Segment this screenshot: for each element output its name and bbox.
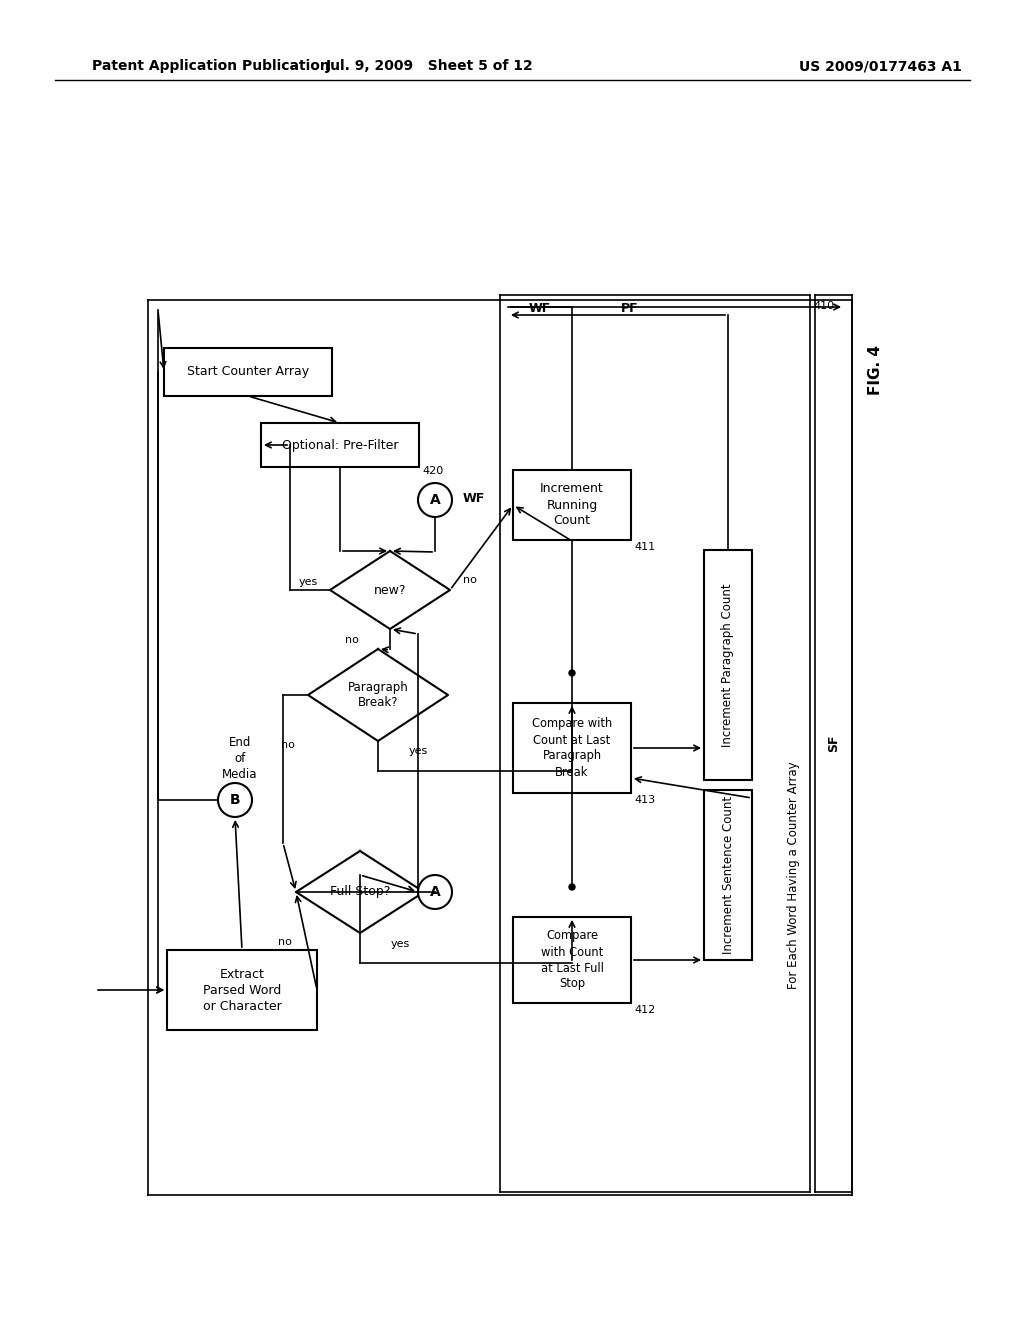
Text: 413: 413 [634,795,655,805]
Text: no: no [345,635,359,645]
Text: Jul. 9, 2009   Sheet 5 of 12: Jul. 9, 2009 Sheet 5 of 12 [326,59,534,73]
Text: new?: new? [374,583,407,597]
Circle shape [218,783,252,817]
Circle shape [569,884,575,890]
Text: Start Counter Array: Start Counter Array [187,366,309,379]
Text: A: A [430,884,440,899]
Text: Increment Paragraph Count: Increment Paragraph Count [722,583,734,747]
Text: Compare
with Count
at Last Full
Stop: Compare with Count at Last Full Stop [541,929,603,990]
Text: 410: 410 [813,301,835,312]
Text: 412: 412 [634,1005,655,1015]
Bar [513,917,631,1003]
Bar [705,550,752,780]
Circle shape [569,671,575,676]
Polygon shape [296,851,424,933]
Text: PF: PF [622,301,639,314]
Text: US 2009/0177463 A1: US 2009/0177463 A1 [799,59,962,73]
Text: Increment Sentence Count: Increment Sentence Count [722,796,734,954]
Text: no: no [281,741,295,750]
Text: WF: WF [463,491,485,504]
Text: 411: 411 [634,543,655,552]
Text: yes: yes [390,939,410,949]
Bar [261,422,419,467]
Text: yes: yes [298,577,317,587]
Text: Full Stop?: Full Stop? [330,886,390,899]
Text: Increment
Running
Count: Increment Running Count [540,483,604,528]
Bar [513,704,631,793]
Text: A: A [430,492,440,507]
Text: SF: SF [827,735,840,752]
Text: Optional: Pre-Filter: Optional: Pre-Filter [282,438,398,451]
Text: FIG. 4: FIG. 4 [867,345,883,395]
Text: no: no [279,937,292,946]
Bar [513,470,631,540]
Bar [705,789,752,960]
Text: WF: WF [528,301,551,314]
Polygon shape [308,649,449,741]
Polygon shape [330,550,450,630]
Text: For Each Word Having a Counter Array: For Each Word Having a Counter Array [786,762,800,989]
Text: B: B [229,793,241,807]
Text: End
of
Media: End of Media [222,735,258,780]
Bar [167,950,317,1030]
Text: yes: yes [409,746,428,756]
Text: Patent Application Publication: Patent Application Publication [92,59,330,73]
Text: Paragraph
Break?: Paragraph Break? [347,681,409,710]
Text: Compare with
Count at Last
Paragraph
Break: Compare with Count at Last Paragraph Bre… [531,718,612,779]
Text: no: no [463,576,477,585]
Bar [164,348,332,396]
Circle shape [418,483,452,517]
Text: Extract
Parsed Word
or Character: Extract Parsed Word or Character [203,968,282,1012]
Text: 420: 420 [422,466,443,477]
Circle shape [418,875,452,909]
